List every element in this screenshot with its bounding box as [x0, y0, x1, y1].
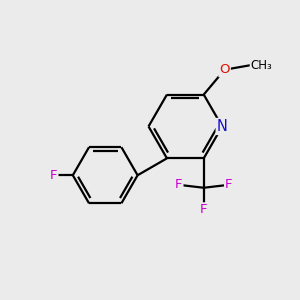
Text: F: F	[50, 169, 57, 182]
Text: F: F	[200, 203, 208, 216]
Text: N: N	[217, 119, 228, 134]
Text: F: F	[175, 178, 182, 191]
Text: O: O	[219, 63, 230, 76]
Text: CH₃: CH₃	[251, 59, 272, 72]
Text: F: F	[225, 178, 232, 191]
